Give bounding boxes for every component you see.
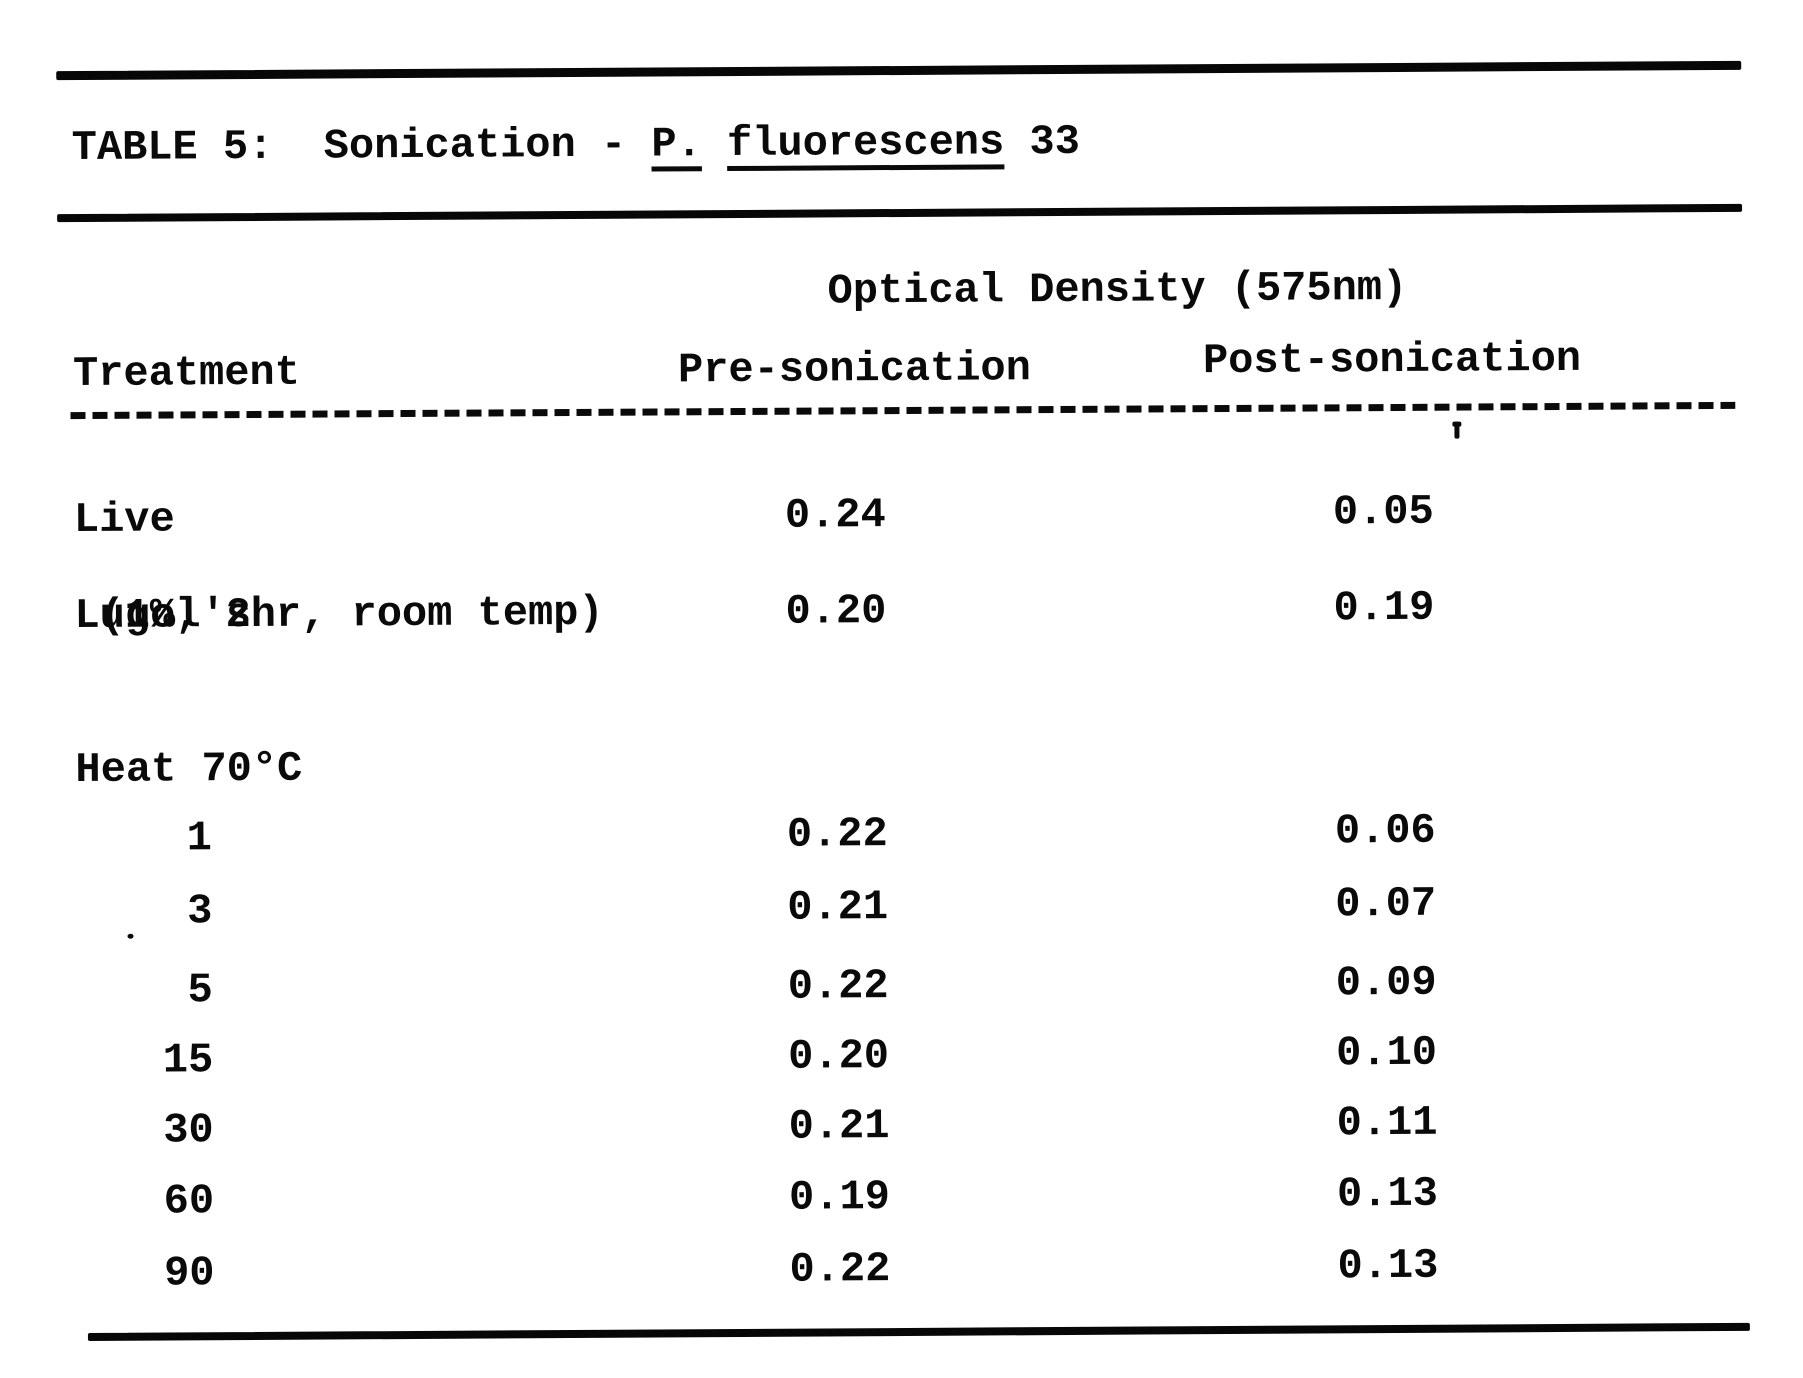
treatment-cell: 3 (186, 887, 213, 936)
table-title-strain-number: 33 (1004, 117, 1081, 167)
top-rule (56, 60, 1742, 81)
title-separator (702, 120, 728, 168)
pre-sonication-value: 0.21 (788, 1102, 890, 1151)
column-header-post-sonication: Post-sonication (1202, 334, 1582, 386)
column-group-header-optical-density: Optical Density (575nm) (827, 263, 1408, 316)
post-sonication-value: 0.13 (1337, 1241, 1439, 1291)
pre-sonication-value: 0.21 (787, 883, 889, 932)
column-header-treatment: Treatment (72, 348, 301, 399)
pre-sonication-value: 0.22 (786, 810, 888, 859)
treatment-cell: 5 (187, 966, 213, 1015)
treatment-cell: Live (73, 495, 175, 545)
treatment-cell: 90 (163, 1249, 215, 1298)
treatment-cell: 15 (162, 1036, 214, 1085)
pre-sonication-value: 0.19 (788, 1173, 891, 1222)
pre-sonication-value: 0.20 (788, 1032, 890, 1081)
post-sonication-value: 0.19 (1333, 583, 1435, 633)
table-title-lead: TABLE 5: Sonication - (71, 120, 652, 173)
treatment-note: (1%, 2hr, room temp) (99, 588, 604, 640)
title-divider-rule (57, 203, 1743, 223)
table-title: TABLE 5: Sonication - P. fluorescens 33 (71, 117, 1081, 173)
table-row-heat-90: 90 0.22 0.13 (3, 1240, 1803, 1378)
column-header-pre-sonication: Pre-sonication (677, 344, 1032, 395)
treatment-cell: 60 (163, 1177, 215, 1226)
post-sonication-value: 0.09 (1335, 958, 1437, 1008)
dashed-separator-rule (70, 401, 1736, 420)
pre-sonication-value: 0.22 (787, 962, 889, 1011)
post-sonication-value: 0.06 (1334, 806, 1436, 856)
species-epithet: fluorescens (726, 118, 1005, 169)
post-sonication-value: 0.11 (1336, 1098, 1438, 1148)
species-genus: P. (651, 120, 702, 169)
treatment-cell: Heat 70°C (75, 744, 303, 795)
pre-sonication-value: 0.24 (784, 491, 886, 540)
pre-sonication-value: 0.20 (785, 587, 887, 636)
post-sonication-value: 0.10 (1336, 1028, 1438, 1078)
post-sonication-value: 0.13 (1336, 1169, 1439, 1219)
post-sonication-value: 0.05 (1332, 487, 1434, 537)
pre-sonication-value: 0.22 (789, 1245, 891, 1294)
treatment-cell: 30 (163, 1106, 214, 1155)
stray-tick-artifact (1454, 421, 1460, 439)
treatment-cell: 1 (186, 814, 213, 863)
post-sonication-value: 0.07 (1335, 879, 1437, 929)
